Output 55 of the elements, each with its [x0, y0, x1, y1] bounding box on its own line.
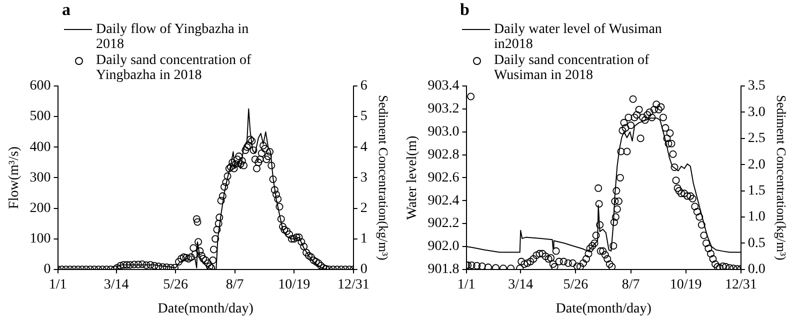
x-tick-label: 10/19 [278, 277, 310, 292]
x-tick-label: 5/26 [163, 277, 188, 292]
y2-tick-label: 2.0 [748, 157, 766, 172]
y-axis-title: Flow(m³/s) [7, 146, 22, 209]
legend-label: Daily flow of Yingbazha in 2018 [96, 22, 250, 52]
legend-label: Daily sand concentration of Yingbazha in 2018 [96, 53, 252, 83]
y-tick-label: 903.2 [428, 102, 460, 117]
y2-tick-label: 6 [360, 78, 368, 94]
chart-title: b [460, 0, 470, 20]
y2-tick-label: 4 [360, 140, 368, 155]
y2-tick-label: 0.0 [748, 262, 766, 278]
y-tick-label: 902.6 [428, 170, 460, 186]
y2-tick-label: 5 [360, 109, 368, 124]
x-tick-label: 12/31 [724, 277, 757, 292]
legend-label: Daily sand concentration of Wusiman in 2018 [494, 53, 650, 83]
y2-tick-label: 1.0 [748, 210, 766, 225]
y-tick-label: 200 [30, 200, 51, 216]
y2-tick-label: 2 [360, 200, 368, 216]
x-tick-label: 8/7 [226, 277, 244, 292]
y2-tick-label: 0.5 [748, 236, 766, 251]
y-tick-label: 600 [30, 78, 51, 94]
y2-tick-label: 3 [360, 170, 368, 186]
y-tick-label: 100 [30, 232, 51, 247]
y-tick-label: 902.2 [428, 216, 460, 232]
x-axis-title: Date(month/day) [158, 301, 254, 316]
legend-label: Daily water level of Wusiman in2018 [494, 22, 663, 52]
y-tick-label: 901.8 [428, 262, 460, 278]
y-tick-label: 902.8 [428, 147, 460, 162]
y-tick-label: 0 [44, 262, 51, 278]
y-tick-label: 902.0 [428, 239, 460, 254]
chart-title: a [62, 0, 70, 20]
y2-tick-label: 3.0 [748, 104, 766, 120]
y2-axis-title: Sediment Concentration(kg/m³) [774, 95, 789, 260]
y2-tick-label: 1 [360, 232, 368, 247]
x-tick-label: 10/19 [670, 277, 702, 292]
y2-tick-label: 2.5 [748, 131, 766, 146]
y-axis-title: Water level(m) [405, 135, 420, 220]
x-axis-title: Date(month/day) [556, 301, 652, 316]
y-tick-label: 903.4 [428, 78, 460, 94]
y-tick-label: 300 [30, 170, 51, 186]
y2-tick-label: 0 [360, 262, 368, 278]
y-tick-label: 902.4 [428, 193, 460, 208]
x-tick-label: 1/1 [457, 277, 476, 292]
x-tick-label: 12/31 [337, 277, 370, 292]
y-tick-label: 903.0 [428, 124, 460, 140]
x-tick-label: 5/26 [563, 277, 588, 292]
x-tick-label: 8/7 [622, 277, 640, 292]
x-tick-label: 1/1 [48, 277, 67, 292]
y2-tick-label: 3.5 [748, 78, 766, 94]
y-tick-label: 400 [30, 140, 51, 155]
y2-tick-label: 1.5 [748, 183, 766, 198]
y-tick-label: 500 [30, 109, 51, 124]
y2-axis-title: Sediment Concentration(kg/m³) [376, 95, 391, 260]
x-tick-label: 3/14 [104, 277, 129, 292]
x-tick-label: 3/14 [508, 277, 534, 292]
